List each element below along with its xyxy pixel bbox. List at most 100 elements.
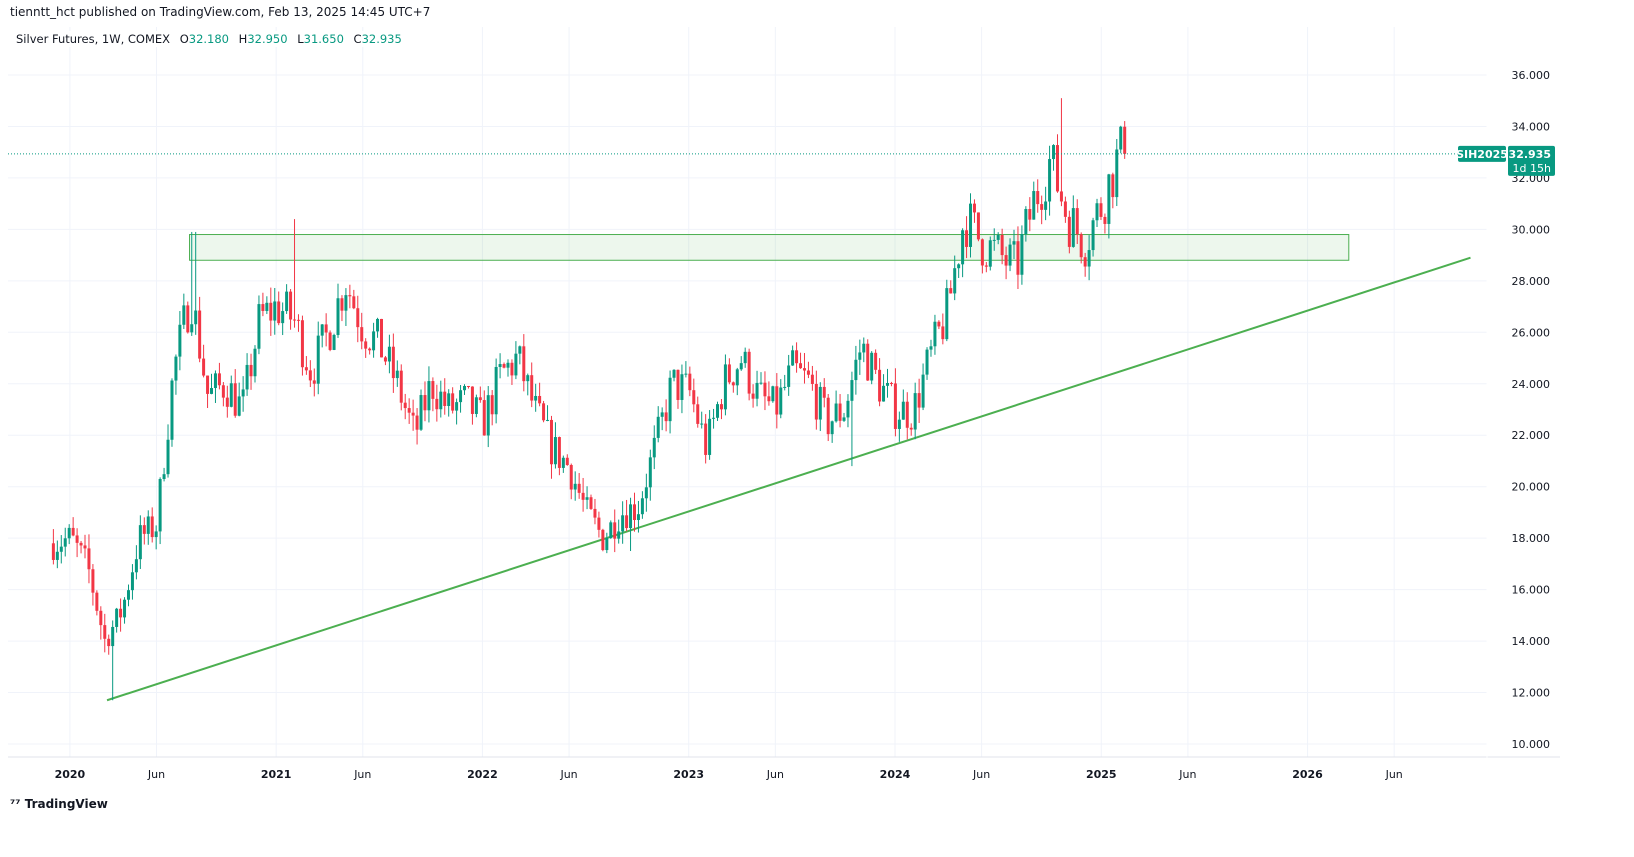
candle-body <box>206 375 210 394</box>
candle <box>419 389 423 431</box>
candle <box>150 507 154 543</box>
candle <box>897 411 901 442</box>
candle-body <box>557 437 561 468</box>
candle <box>949 280 953 294</box>
candle-body <box>656 416 660 438</box>
candle <box>340 295 344 322</box>
candle-body <box>961 230 965 265</box>
candle-body <box>878 369 882 402</box>
candle-body <box>443 391 447 406</box>
candle <box>1036 179 1040 213</box>
candle-body <box>1067 216 1071 247</box>
candle-body <box>739 363 743 370</box>
candle-body <box>941 326 945 340</box>
candle-body <box>372 331 376 351</box>
candle-body <box>743 351 747 364</box>
candle <box>403 393 407 420</box>
candle <box>984 262 988 273</box>
x-tick-label: Jun <box>353 768 371 781</box>
candle <box>866 339 870 381</box>
candle <box>885 368 889 398</box>
candle <box>332 333 336 351</box>
candle-body <box>71 527 75 536</box>
candle <box>1083 252 1087 277</box>
candle-body <box>826 397 830 435</box>
candle-body <box>787 365 791 387</box>
candle-body <box>597 517 601 530</box>
candle-body <box>1055 145 1059 192</box>
candle <box>965 216 969 259</box>
candle-body <box>387 346 391 362</box>
candle <box>858 339 862 375</box>
candle <box>889 381 893 387</box>
candle <box>360 312 364 350</box>
last-price-tag <box>1508 145 1555 176</box>
candle <box>684 361 688 378</box>
candle <box>838 394 842 428</box>
candle <box>300 315 304 376</box>
candle <box>1028 197 1032 232</box>
candle <box>874 349 878 375</box>
y-tick-label: 30.000 <box>1512 223 1551 236</box>
candle-body <box>775 386 779 415</box>
x-tick-label: Jun <box>559 768 577 781</box>
candle-body <box>696 404 700 424</box>
candle-body <box>802 368 806 371</box>
candle-body <box>265 302 269 311</box>
candle-body <box>882 385 886 402</box>
candle-body <box>459 390 463 403</box>
x-tick-label: Jun <box>1385 768 1403 781</box>
y-tick-label: 26.000 <box>1512 326 1551 339</box>
candle <box>126 584 130 607</box>
candle <box>913 382 917 440</box>
candle-body <box>534 395 538 401</box>
candle-body <box>716 404 720 418</box>
candle-body <box>680 374 684 400</box>
candle <box>67 524 71 545</box>
tradingview-logo[interactable]: ⁷⁷ TradingView <box>10 797 108 811</box>
candle-body <box>581 492 585 500</box>
candle-body <box>858 352 862 360</box>
candle <box>1071 195 1075 248</box>
candle-body <box>293 319 297 321</box>
candle <box>166 424 170 478</box>
x-tick-label: 2024 <box>880 768 911 781</box>
candle-body <box>810 374 814 384</box>
candle <box>107 634 111 655</box>
candle-body <box>846 400 850 418</box>
candle <box>957 263 961 279</box>
candle-body <box>842 417 846 421</box>
last-price-label: 32.935 <box>1509 148 1551 161</box>
candle-body <box>712 417 716 419</box>
candle <box>387 334 391 374</box>
candle <box>99 606 103 640</box>
candle <box>901 389 905 420</box>
candle-body <box>83 545 87 549</box>
candle-body <box>289 291 293 320</box>
candle-body <box>909 427 913 430</box>
candle-body <box>439 391 443 410</box>
candle <box>63 527 67 557</box>
candle <box>344 288 348 327</box>
published-by: tienntt_hct published on TradingView.com… <box>10 5 431 19</box>
candle-body <box>482 400 486 436</box>
candle-body <box>755 382 759 399</box>
candle <box>577 473 581 499</box>
candle-body <box>395 370 399 379</box>
candle <box>514 341 518 380</box>
candle <box>478 386 482 403</box>
candle <box>933 314 937 355</box>
candle <box>257 295 261 355</box>
y-tick-label: 36.000 <box>1512 69 1551 82</box>
high-value: H32.950 <box>238 32 288 46</box>
candle-body <box>617 531 621 539</box>
candle <box>261 292 265 317</box>
candle-body <box>1012 241 1016 245</box>
candle-body <box>312 380 316 384</box>
candle <box>1123 121 1127 159</box>
candle <box>818 382 822 432</box>
candle-body <box>897 419 901 429</box>
candle-body <box>546 419 550 421</box>
